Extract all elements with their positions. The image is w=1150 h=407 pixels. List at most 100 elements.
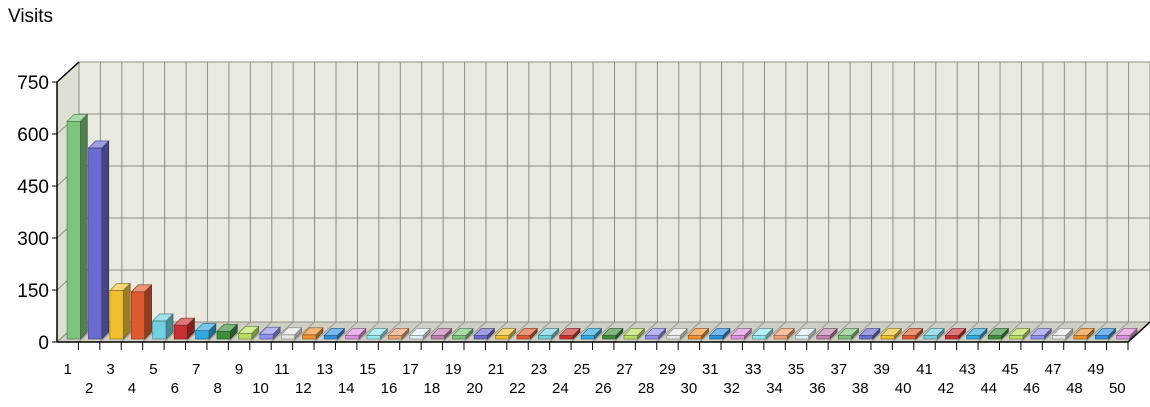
- bar-top: [644, 328, 667, 336]
- bar-top: [559, 328, 581, 336]
- bar-top: [173, 317, 196, 326]
- bar-top: [259, 326, 281, 335]
- bar-top: [301, 327, 324, 336]
- bar-top: [880, 328, 903, 336]
- bar-front: [452, 335, 467, 340]
- bar-top: [430, 328, 453, 336]
- x-tick-label: 48: [1066, 380, 1083, 397]
- bar-front: [473, 335, 488, 340]
- x-tick-label: 32: [723, 380, 740, 397]
- bar-top: [237, 326, 260, 334]
- x-tick-labels: 1234567891011121314151617181920212223242…: [64, 361, 1126, 397]
- bar: [1051, 327, 1074, 340]
- bar-front: [987, 335, 1002, 340]
- grid-line-floor: [913, 321, 937, 343]
- y-axis-label: Visits: [8, 6, 54, 27]
- bar-front: [195, 330, 210, 340]
- bar: [1008, 327, 1031, 340]
- x-tick-label: 21: [488, 361, 505, 378]
- x-tick-label: 28: [638, 380, 655, 397]
- bar-top: [216, 324, 239, 332]
- x-tick-label: 46: [1023, 380, 1040, 397]
- bar-front: [345, 335, 360, 340]
- grid-line-floor: [442, 321, 465, 343]
- x-tick-label: 36: [809, 380, 826, 397]
- bar: [923, 327, 945, 340]
- x-tick-label: 34: [766, 380, 783, 397]
- grid-line-floor: [635, 321, 658, 343]
- x-tick-label: 42: [938, 380, 955, 397]
- bar-top: [816, 328, 838, 336]
- bar: [730, 327, 753, 340]
- x-tick-label: 39: [873, 361, 890, 378]
- grid-line-floor: [420, 321, 444, 343]
- bar-top: [666, 328, 688, 336]
- grid-line-floor: [699, 321, 722, 343]
- x-tick-label: 47: [1045, 361, 1062, 378]
- x-tick-label: 6: [171, 380, 179, 397]
- plot-walls: [57, 62, 1150, 342]
- grid-line-floor: [892, 321, 915, 343]
- grid-line-floor: [399, 321, 423, 343]
- bar: [537, 327, 560, 340]
- y-tick-labels: 0 150 300 450 600 750: [17, 73, 49, 354]
- x-tick-label: 45: [1002, 361, 1019, 378]
- grid-line-floor: [527, 321, 551, 343]
- bar: [366, 327, 388, 340]
- bar-top: [623, 328, 645, 336]
- x-tick-label: 27: [616, 361, 633, 378]
- grid-line-floor: [763, 321, 787, 343]
- bar-top: [323, 328, 346, 336]
- bar: [751, 327, 774, 340]
- bar: [430, 327, 453, 340]
- bar-front: [109, 290, 124, 340]
- bar: [1030, 327, 1052, 340]
- bar: [987, 327, 1010, 340]
- bar-front: [880, 335, 895, 340]
- bar-top: [773, 328, 795, 336]
- y-axis-top-edge: [56, 61, 80, 83]
- x-tick-label: 1: [64, 361, 72, 378]
- bar: [1073, 327, 1095, 340]
- bar-top: [451, 328, 474, 336]
- grid-line-floor: [463, 321, 487, 343]
- bar: [130, 284, 153, 340]
- y-tick-label: 750: [17, 73, 49, 94]
- x-tick-label: 3: [106, 361, 114, 378]
- bar-top: [751, 328, 774, 336]
- bar: [237, 325, 260, 340]
- grid-line-floor: [335, 321, 358, 343]
- bar-top: [387, 328, 410, 336]
- bar-side: [101, 140, 110, 340]
- bar-top: [194, 323, 217, 331]
- bar-top: [66, 113, 89, 122]
- grid-line-floor: [270, 321, 294, 343]
- grid-line-floor: [592, 321, 615, 343]
- bar-top: [109, 283, 131, 291]
- x-tick-label: 37: [830, 361, 847, 378]
- grid-line-floor: [570, 321, 594, 343]
- x-tick-label: 23: [531, 361, 548, 378]
- x-tick-label: 49: [1088, 361, 1105, 378]
- x-tick-label: 40: [895, 380, 912, 397]
- bar-front: [430, 335, 445, 340]
- bar-front: [238, 333, 253, 340]
- bar-front: [280, 334, 295, 340]
- grid-line-floor: [549, 321, 572, 343]
- x-tick-label: 44: [980, 380, 997, 397]
- bar-front: [623, 335, 638, 340]
- bar: [216, 323, 239, 340]
- bar-top: [601, 328, 624, 336]
- bar-top: [1051, 328, 1074, 336]
- x-tick-label: 9: [235, 361, 243, 378]
- bar: [644, 327, 667, 340]
- bar-front: [323, 335, 338, 340]
- bar-top: [344, 328, 367, 336]
- x-tick-label: 17: [402, 361, 419, 378]
- bars: [66, 113, 1138, 340]
- bar-front: [259, 333, 274, 340]
- x-tick-label: 12: [295, 380, 312, 397]
- x-tick-label: 24: [552, 380, 569, 397]
- x-tick-label: 2: [85, 380, 93, 397]
- bar: [301, 327, 324, 340]
